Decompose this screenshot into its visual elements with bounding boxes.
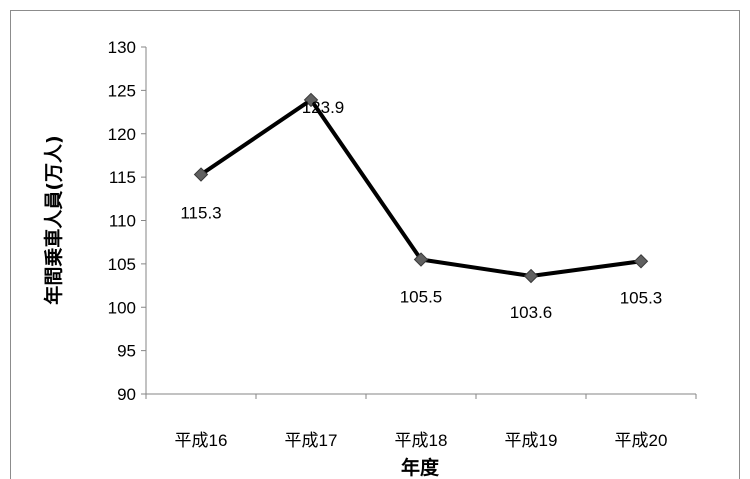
y-tick-label: 90 bbox=[117, 385, 136, 404]
y-tick-label: 95 bbox=[117, 342, 136, 361]
y-tick-label: 110 bbox=[109, 212, 136, 231]
data-point-marker bbox=[303, 92, 319, 108]
data-point-marker bbox=[193, 167, 209, 182]
data-label: 105.3 bbox=[620, 288, 663, 307]
y-tick-label: 115 bbox=[109, 168, 136, 187]
x-tick-label: 平成19 bbox=[505, 431, 558, 450]
data-point-marker bbox=[413, 252, 429, 267]
x-tick-label: 平成18 bbox=[395, 431, 448, 450]
x-tick-label: 平成17 bbox=[285, 431, 338, 450]
x-tick-label: 平成20 bbox=[615, 431, 668, 450]
x-axis-title: 年度 bbox=[401, 456, 440, 479]
y-tick-label: 120 bbox=[108, 125, 136, 144]
y-axis-title: 年間乗車人員(万人) bbox=[42, 135, 65, 304]
y-tick-label: 130 bbox=[108, 38, 136, 57]
data-label: 123.9 bbox=[302, 98, 345, 117]
x-tick-label: 平成16 bbox=[175, 431, 228, 450]
chart-frame bbox=[10, 10, 740, 479]
data-point-marker bbox=[633, 254, 649, 269]
data-point-marker bbox=[523, 268, 539, 284]
data-label: 103.6 bbox=[510, 303, 553, 322]
y-tick-label: 105 bbox=[108, 255, 136, 274]
data-label: 105.5 bbox=[400, 288, 443, 307]
y-tick-label: 100 bbox=[108, 298, 136, 317]
y-tick-label: 125 bbox=[108, 81, 136, 100]
series-line bbox=[199, 97, 642, 279]
data-label: 115.3 bbox=[180, 204, 221, 223]
